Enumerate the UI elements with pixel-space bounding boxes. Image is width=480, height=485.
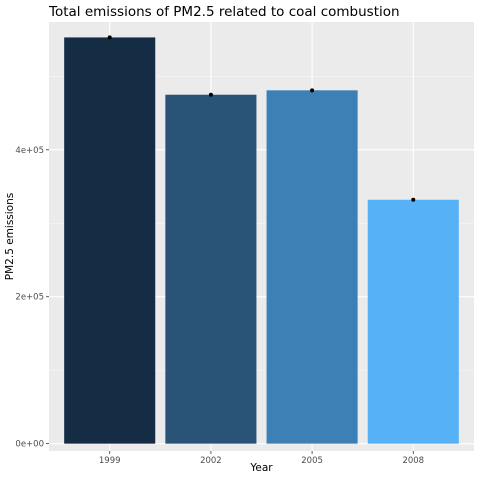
- x-tick-label: 2002: [200, 456, 222, 466]
- x-axis: 1999 2002 2005 2008: [99, 451, 424, 466]
- point-2002: [208, 92, 213, 97]
- x-tick-label: 2005: [301, 456, 323, 466]
- y-axis: 0e+00 2e+05 4e+05: [15, 146, 49, 450]
- y-tick-label: 2e+05: [15, 293, 44, 303]
- y-tick-label: 4e+05: [15, 146, 44, 156]
- bar-2008: [367, 199, 459, 444]
- y-tick-label: 0e+00: [15, 440, 44, 450]
- x-axis-title: Year: [249, 462, 273, 474]
- chart-title: Total emissions of PM2.5 related to coal…: [48, 4, 400, 20]
- bar-1999: [64, 37, 156, 444]
- x-tick-label: 2008: [402, 456, 424, 466]
- point-2005: [310, 88, 315, 93]
- bars: [64, 37, 459, 444]
- points: [107, 35, 416, 202]
- point-2008: [411, 197, 416, 202]
- x-tick-label: 1999: [99, 456, 121, 466]
- point-1999: [107, 35, 112, 40]
- y-axis-title: PM2.5 emissions: [4, 193, 16, 280]
- bar-2002: [165, 94, 257, 444]
- bar-2005: [266, 90, 358, 444]
